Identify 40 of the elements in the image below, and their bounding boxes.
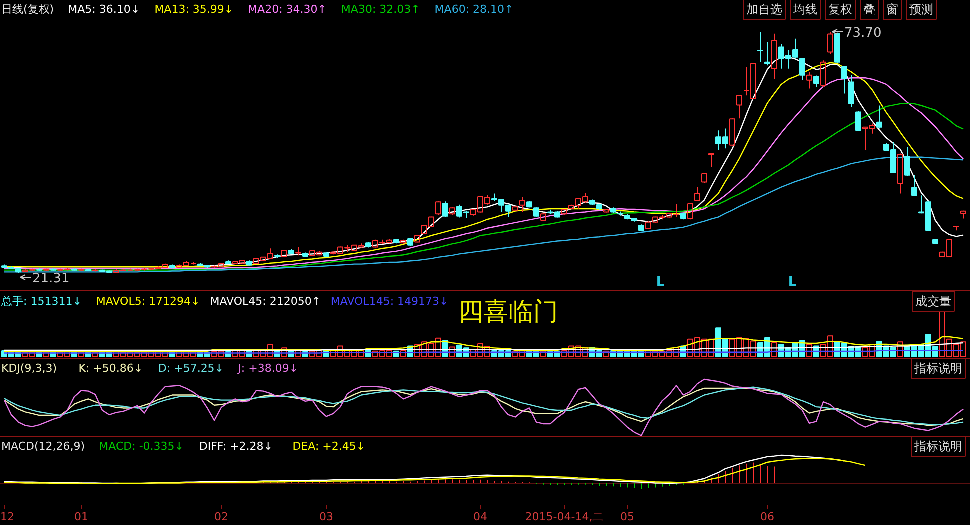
text: MA5: 36.10↓: [68, 3, 140, 16]
text: L: [788, 275, 797, 290]
text: MA30: 32.03↑: [341, 3, 420, 16]
text: MA20: 34.30↑: [248, 3, 327, 16]
text: MA60: 28.10↑: [434, 3, 514, 16]
text: DIFF: +2.28↓: [199, 440, 274, 453]
x-tick-label: 04: [474, 510, 488, 524]
text: 预测: [910, 2, 934, 16]
text: 叠: [864, 2, 876, 16]
x-tick-label: 06: [760, 510, 774, 524]
x-tick-label: 05: [620, 510, 634, 524]
text: MACD: -0.335↓: [99, 440, 184, 453]
series-label: J: +38.09↓: [237, 362, 299, 375]
text: MAVOL5: 171294↓: [96, 295, 200, 308]
annotation: 21.31: [32, 272, 70, 286]
text: MAVOL145: 149173↓: [330, 295, 449, 308]
annotation: 73.70: [844, 26, 882, 41]
chart-title: MACD(12,26,9): [2, 440, 86, 453]
text: K: +50.86↓: [78, 362, 144, 375]
text: 成交量: [916, 294, 952, 308]
text: 指标说明: [914, 362, 962, 376]
text: 复权: [828, 2, 852, 16]
x-tick-label: 01: [74, 510, 88, 524]
x-tick-label: 03: [320, 510, 334, 524]
text: 均线: [792, 2, 818, 16]
text: 加自选: [746, 2, 782, 16]
chart-title: 日线(复权): [2, 3, 54, 16]
text: MAVOL45: 212050↑: [210, 295, 322, 308]
text: MA13: 35.99↓: [154, 3, 234, 16]
text: D: +57.25↓: [158, 362, 224, 375]
x-tick-label: 12: [0, 510, 14, 524]
annotation: 四喜临门: [458, 297, 558, 326]
chart-title: KDJ(9,3,3): [2, 362, 57, 375]
text: 窗: [886, 2, 898, 16]
x-tick-label: 2015-04-14,二: [525, 510, 604, 524]
text: 总手: 151311↓: [0, 295, 82, 308]
text: L: [656, 275, 665, 290]
x-tick-label: 02: [214, 510, 228, 524]
text: DEA: +2.45↓: [292, 440, 366, 453]
text: 指标说明: [914, 440, 962, 454]
